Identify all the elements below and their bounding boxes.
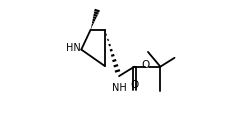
Text: O: O xyxy=(142,61,150,70)
Text: O: O xyxy=(130,80,139,90)
Text: HN: HN xyxy=(66,43,81,53)
Text: NH: NH xyxy=(112,83,127,93)
